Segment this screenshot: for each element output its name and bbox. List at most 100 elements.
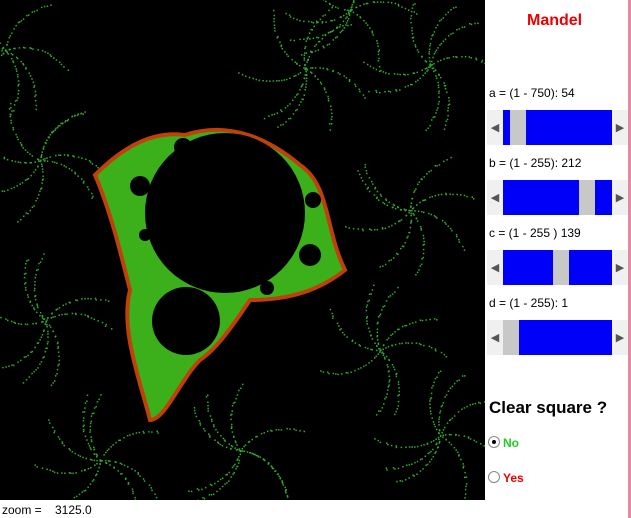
fractal-dot [453,415,456,417]
slider-thumb[interactable] [503,320,519,355]
fractal-dot [335,6,337,8]
fractal-dot [425,61,428,63]
fractal-dot [287,55,289,58]
fractal-dot [365,22,367,24]
fractal-view[interactable] [0,0,485,500]
fractal-dot [9,115,11,118]
fractal-dot [196,488,199,490]
fractal-dot [207,407,209,410]
option-label[interactable]: No [503,436,519,450]
slider[interactable]: ◀ ▶ [487,320,628,355]
fractal-dot [434,350,437,352]
fractal-dot [41,467,44,469]
slider-right[interactable]: ▶ [612,250,628,285]
fractal-dot [428,48,431,51]
fractal-dot [34,284,36,286]
fractal-dot [397,328,399,331]
fractal-dot [54,129,56,131]
fractal-dot [9,113,12,116]
slider-thumb[interactable] [553,250,569,285]
fractal-dot [119,439,121,441]
slider-thumb[interactable] [579,180,595,215]
fractal-dot [316,20,318,23]
fractal-dot [407,73,409,76]
fractal-dot [224,440,226,442]
fractal-dot [429,124,431,127]
fractal-dot [354,342,357,344]
fractal-dot [365,364,367,366]
fractal-dot [376,42,379,45]
fractal-dot [401,245,404,247]
fractal-dot [3,190,6,193]
fractal-dot [0,54,3,57]
slider[interactable]: ◀ ▶ [487,110,628,145]
fractal-dot [429,64,431,66]
fractal-dot [371,30,374,33]
fractal-dot [404,241,407,244]
fractal-dot [365,306,368,308]
fractal-dot [377,53,380,56]
fractal-dot [38,194,40,196]
fractal-dot [392,467,395,469]
fractal-dot [348,80,351,82]
fractal-dot [42,321,44,323]
slider[interactable]: ◀ ▶ [487,250,628,285]
fractal-dot [239,453,242,456]
fractal-dot [387,337,390,339]
slider-thumb[interactable] [510,110,526,145]
fractal-dot [376,349,378,352]
fractal-dot [366,304,369,306]
fractal-dot [397,394,399,397]
fractal-dot [25,289,27,291]
fractal-dot [332,5,334,7]
fractal-dot [407,342,410,344]
fractal-dot [411,32,414,35]
fractal-dot [284,486,286,489]
slider-right[interactable]: ▶ [612,110,628,145]
fractal-dot [346,20,349,22]
fractal-dot [47,136,50,138]
fractal-dot [150,487,153,489]
fractal-dot [411,210,413,212]
fractal-dot [231,431,234,433]
fractal-dot [17,80,20,82]
fractal-dot [31,304,33,307]
fractal-dot [295,94,298,96]
slider-left[interactable]: ◀ [487,110,503,145]
slider-right[interactable]: ▶ [612,320,628,355]
slider-right[interactable]: ▶ [612,180,628,215]
fractal-dot [484,62,485,65]
fractal-dot [431,119,433,121]
fractal-dot [273,113,276,116]
fractal-dot [74,173,77,175]
fractal-dot [12,60,14,62]
radio-no[interactable] [488,436,500,448]
fractal-dot [54,335,57,338]
fractal-dot [408,231,410,234]
slider[interactable]: ◀ ▶ [487,180,628,215]
fractal-dot [25,68,27,70]
slider-left[interactable]: ◀ [487,180,503,215]
fractal-dot [345,371,348,374]
fractal-dot [387,366,389,368]
fractal-dot [155,496,158,499]
fractal-dot [382,348,384,351]
fractal-dot [207,394,209,397]
fractal-dot [339,24,342,26]
fractal-dot [278,80,280,82]
option-label[interactable]: Yes [503,471,524,485]
fractal-dot [414,210,416,212]
slider-left[interactable]: ◀ [487,250,503,285]
radio-yes[interactable] [488,471,500,483]
fractal-dot [307,58,310,61]
fractal-dot [194,412,196,414]
fractal-dot [418,269,420,271]
fractal-dot [385,198,387,200]
fractal-dot [405,209,407,211]
fractal-dot [281,79,283,82]
fractal-dot [223,439,226,441]
fractal-dot [328,123,331,125]
slider-left[interactable]: ◀ [487,320,503,355]
fractal-dot [425,319,427,321]
fractal-dot [367,327,370,329]
